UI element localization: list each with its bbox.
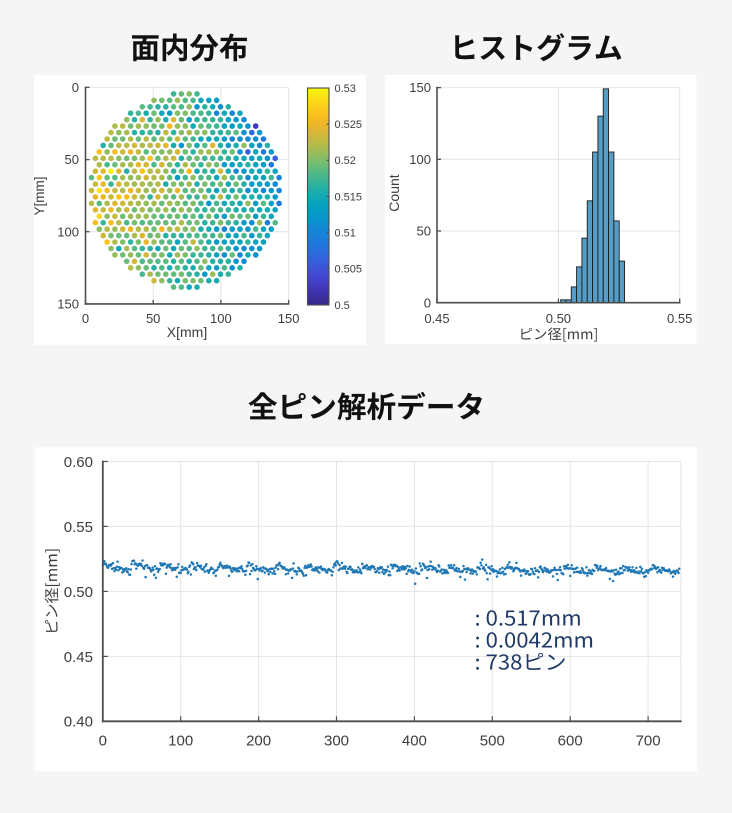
svg-text:100: 100 — [409, 152, 431, 167]
svg-text:700: 700 — [636, 733, 661, 750]
svg-text:100: 100 — [57, 224, 79, 239]
svg-text:0: 0 — [424, 295, 431, 310]
svg-text:0.50: 0.50 — [546, 311, 571, 326]
svg-text:150: 150 — [57, 297, 79, 312]
svg-text:X[mm]: X[mm] — [167, 324, 207, 340]
svg-text:0.45: 0.45 — [424, 311, 449, 326]
svg-text:500: 500 — [480, 733, 505, 750]
svg-text:100: 100 — [168, 733, 193, 750]
svg-text:0.505: 0.505 — [335, 264, 363, 276]
svg-text:0.55: 0.55 — [667, 311, 692, 326]
svg-text:0: 0 — [72, 80, 79, 95]
svg-text:Count: Count — [386, 174, 402, 211]
svg-text:100: 100 — [210, 311, 232, 326]
svg-text:200: 200 — [246, 733, 271, 750]
svg-text:Y[mm]: Y[mm] — [32, 177, 47, 216]
svg-text:0: 0 — [82, 311, 89, 326]
svg-text:50: 50 — [417, 224, 431, 239]
svg-text:400: 400 — [402, 733, 427, 750]
svg-text:50: 50 — [65, 152, 79, 167]
svg-text:0.50: 0.50 — [64, 584, 93, 601]
svg-text:0.51: 0.51 — [335, 228, 356, 240]
svg-text:0.53: 0.53 — [335, 83, 356, 95]
svg-text:0.45: 0.45 — [64, 649, 93, 666]
svg-text:0.40: 0.40 — [64, 714, 93, 731]
svg-text:300: 300 — [324, 733, 349, 750]
svg-text:0.515: 0.515 — [335, 191, 363, 203]
svg-text:150: 150 — [278, 311, 300, 326]
svg-text:150: 150 — [409, 80, 431, 95]
svg-text:0.55: 0.55 — [64, 519, 93, 536]
svg-text:0: 0 — [99, 733, 107, 750]
svg-text:0.60: 0.60 — [64, 454, 93, 471]
svg-text:0.5: 0.5 — [335, 300, 350, 312]
svg-text:50: 50 — [146, 311, 160, 326]
svg-text:600: 600 — [558, 733, 583, 750]
svg-text:0.52: 0.52 — [335, 155, 356, 167]
svg-text:0.525: 0.525 — [335, 119, 363, 131]
